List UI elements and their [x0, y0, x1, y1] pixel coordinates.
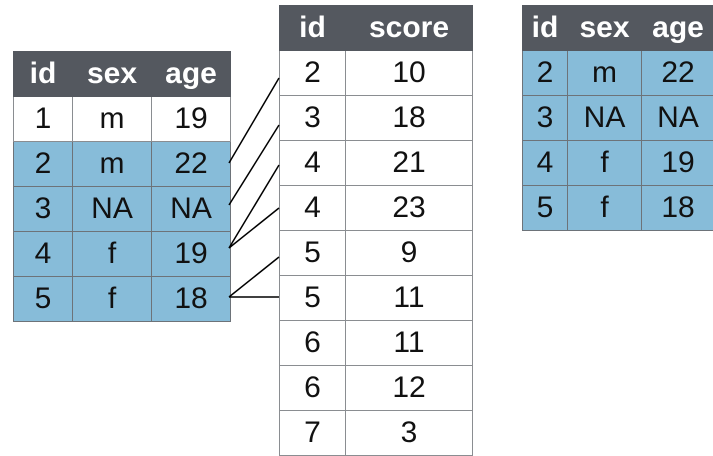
match-line: [229, 257, 279, 297]
match-line: [229, 208, 279, 248]
match-line: [229, 78, 279, 163]
match-line: [229, 165, 279, 248]
match-line: [229, 125, 279, 205]
